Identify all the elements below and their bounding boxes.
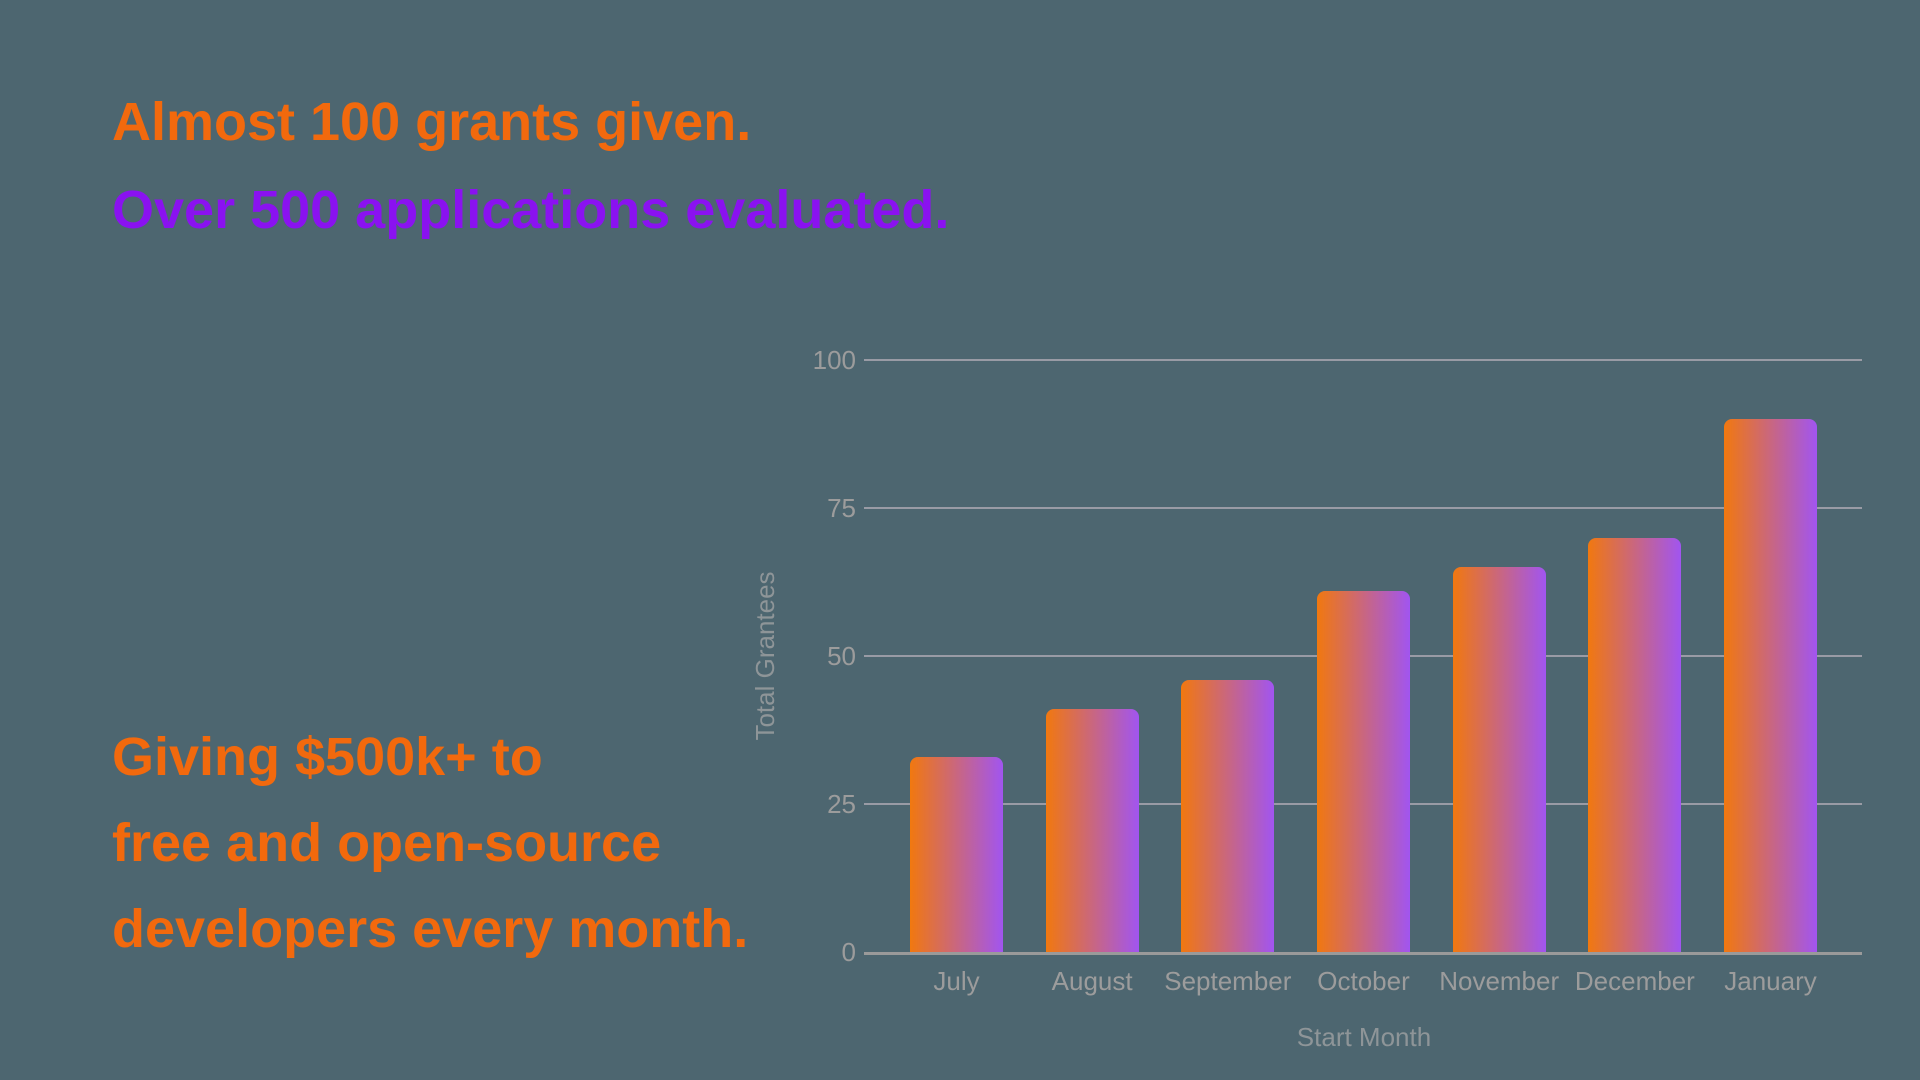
y-tick-label-50: 50 [827,641,856,671]
y-tick-label-25: 25 [827,789,856,819]
y-tick-label-75: 75 [827,493,856,523]
headline-line-2: Over 500 applications evaluated. [112,180,950,240]
x-tick-label-october: October [1317,966,1410,996]
y-axis-title: Total Grantees [750,571,780,741]
headline-line-1: Almost 100 grants given. [112,92,752,152]
plot-area [864,359,1862,955]
bar-january [1724,419,1817,952]
x-tick-label-august: August [1051,966,1133,996]
bar-september [1181,680,1274,952]
bar-august [1046,709,1139,952]
bar-december [1588,538,1681,952]
bar-october [1317,591,1410,952]
headline-block: Almost 100 grants given. Over 500 applic… [112,78,949,254]
gridline-75 [864,507,1862,509]
x-axis-title: Start Month [1296,1022,1432,1052]
subheadline-block: Giving $500k+ to free and open-source de… [112,714,748,972]
bar-november [1453,567,1546,952]
x-axis-line [864,952,1862,955]
y-tick-label-100: 100 [812,345,856,375]
x-tick-label-december: December [1574,966,1695,996]
subheadline-line-3: developers every month. [112,899,749,959]
y-tick-label-0: 0 [841,937,856,967]
x-tick-label-january: January [1724,966,1817,996]
gridline-100 [864,359,1862,361]
subheadline-line-1: Giving $500k+ to [112,727,543,787]
x-tick-label-september: September [1164,966,1292,996]
x-tick-label-november: November [1439,966,1560,996]
subheadline-line-2: free and open-source [112,813,662,873]
bar-july [910,757,1003,952]
x-tick-label-july: July [933,966,980,996]
